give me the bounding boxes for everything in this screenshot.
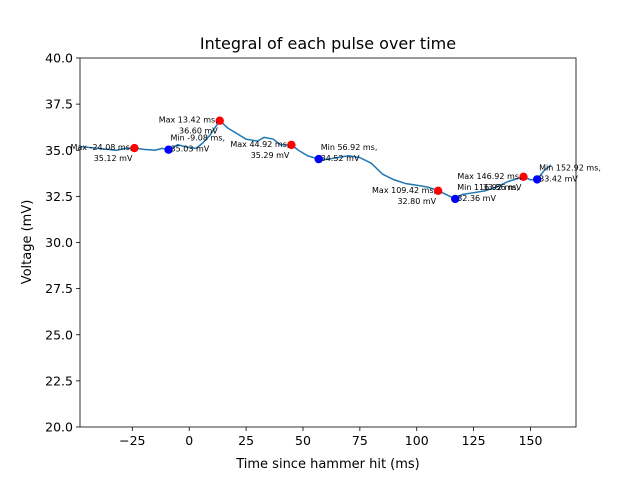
annotation-line: Min 116.92 ms,: [457, 183, 519, 192]
y-tick-label: 35.0: [45, 143, 73, 158]
x-tick-label: 100: [405, 433, 429, 448]
max-annotation: Max 109.42 ms, 32.80 mV: [372, 186, 437, 206]
max-point: [287, 140, 296, 150]
annotation-line: Max -24.08 ms,: [71, 143, 133, 152]
annotation-line: 36.60 mV: [179, 127, 218, 136]
max-annotation: Max -24.08 ms, 35.12 mV: [71, 143, 133, 163]
min-annotation: Min 116.92 ms, 32.36 mV: [457, 183, 519, 203]
x-tick-label: −25: [119, 433, 145, 448]
plot-area: −25 0 25 50 75 100 125 150 20.0 22.5 25.0 27.5 30.0 3…: [45, 51, 601, 449]
annotation-line: Min 56.92 ms,: [321, 143, 378, 152]
annotation-line: 35.03 mV: [171, 145, 210, 154]
max-point: [130, 143, 139, 153]
annotation-line: 34.52 mV: [321, 154, 360, 163]
y-tick-label: 20.0: [45, 420, 73, 435]
max-annotation: Max 44.92 ms, 35.29 mV: [230, 140, 290, 160]
chart-title: Integral of each pulse over time: [200, 34, 456, 53]
annotation-line: 32.36 mV: [457, 194, 496, 203]
y-tick-label: 27.5: [45, 281, 73, 296]
annotation-line: 35.12 mV: [94, 154, 133, 163]
max-point: [433, 186, 443, 196]
min-point: [532, 175, 542, 184]
annotation-line: Max 44.92 ms,: [230, 140, 289, 149]
max-annotation: Max 13.42 ms, 36.60 mV: [159, 116, 219, 136]
y-axis-label: Voltage (mV): [20, 200, 35, 285]
annotation-line: 35.29 mV: [251, 151, 290, 160]
max-point: [519, 172, 528, 182]
y-tick-label: 22.5: [45, 373, 73, 388]
max-annotation: Max 146.92 ms, 33.56 mV: [457, 172, 522, 192]
x-tick-label: 150: [519, 433, 543, 448]
min-annotation: Min 56.92 ms, 34.52 mV: [321, 143, 378, 163]
annotation-line: 33.56 mV: [483, 183, 522, 192]
y-tick-label: 30.0: [45, 235, 73, 250]
min-point: [164, 145, 173, 154]
y-tick-label: 25.0: [45, 327, 73, 342]
annotation-line: 32.80 mV: [397, 197, 436, 206]
annotation-line: Max 109.42 ms,: [372, 186, 436, 195]
annotation-line: Max 13.42 ms,: [159, 116, 218, 125]
y-tick-label: 40.0: [45, 51, 73, 66]
max-point: [215, 116, 224, 125]
annotation-line: Min -9.08 ms,: [171, 134, 225, 143]
x-tick-label: 50: [295, 433, 311, 448]
min-point: [314, 154, 323, 164]
min-annotation: Min 152.92 ms, 33.42 mV: [539, 163, 601, 183]
x-tick-label: 125: [462, 433, 486, 448]
y-tick-label: 37.5: [45, 97, 73, 112]
annotation-line: 33.42 mV: [539, 174, 578, 183]
y-tick-label: 32.5: [45, 189, 73, 204]
min-point: [451, 194, 460, 204]
x-tick-label: 25: [238, 433, 254, 448]
annotation-line: Max 146.92 ms,: [457, 172, 521, 181]
x-axis-label: Time since hammer hit (ms): [235, 457, 420, 472]
annotation-line: Min 152.92 ms,: [539, 163, 601, 172]
x-tick-label: 75: [352, 433, 368, 448]
min-annotation: Min -9.08 ms, 35.03 mV: [171, 134, 225, 154]
x-tick-label: 0: [185, 433, 193, 448]
